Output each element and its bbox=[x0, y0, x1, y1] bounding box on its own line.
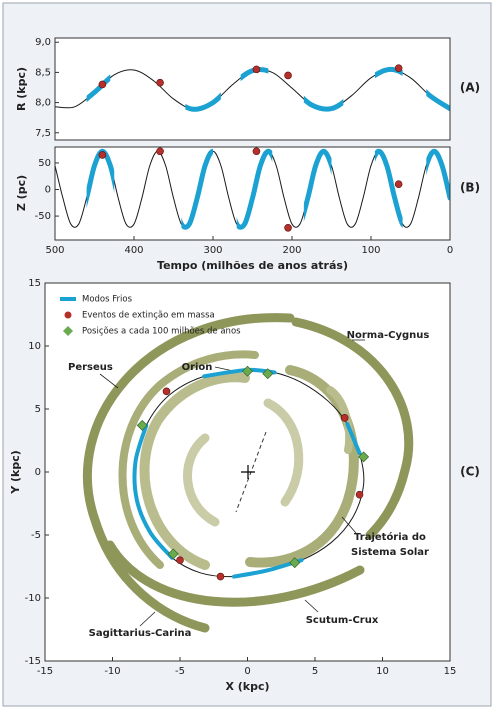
y-tick-label: 15 bbox=[28, 278, 41, 289]
extinction-event bbox=[284, 71, 292, 80]
y-tick-label: 0 bbox=[45, 185, 51, 196]
x-tick-label: -10 bbox=[104, 666, 120, 677]
y-tick-label: 8,0 bbox=[35, 98, 51, 109]
x-tick-label: 0 bbox=[244, 666, 250, 677]
y-tick-label: 5 bbox=[35, 404, 41, 415]
x-tick-label: 500 bbox=[45, 245, 64, 256]
extinction-event bbox=[216, 572, 225, 581]
y-tick-label: 8,5 bbox=[35, 67, 51, 78]
annotation: Sagittarius-Carina bbox=[89, 628, 192, 639]
plot-frame bbox=[54, 37, 451, 141]
x-tick-label: 200 bbox=[282, 245, 301, 256]
extinction-event bbox=[340, 414, 349, 422]
x-tick-label: 15 bbox=[444, 666, 457, 677]
extinction-event bbox=[394, 64, 403, 72]
cold-mode-segment bbox=[374, 148, 403, 229]
extinction-event bbox=[284, 223, 292, 232]
cold-mode-segment bbox=[374, 66, 403, 79]
panel-label: (A) bbox=[460, 81, 480, 95]
plot-area bbox=[54, 37, 451, 141]
cold-mode-segment bbox=[236, 148, 273, 230]
legend-label: Posições a cada 100 milhões de anos bbox=[82, 327, 241, 337]
extinction-event bbox=[176, 556, 184, 565]
extinction-event bbox=[355, 490, 364, 499]
plot-frame bbox=[54, 146, 451, 241]
annotation: Trajetória do bbox=[354, 531, 426, 543]
x-tick-label: 5 bbox=[312, 666, 318, 677]
position-marker bbox=[136, 419, 148, 431]
x-axis-label: X (kpc) bbox=[225, 680, 269, 693]
y-axis-label: Y (kpc) bbox=[9, 450, 22, 495]
y-tick-label: -5 bbox=[31, 530, 41, 541]
legend-swatch bbox=[60, 297, 76, 301]
annotation: Norma-Cygnus bbox=[347, 330, 430, 341]
x-tick-label: 0 bbox=[447, 245, 453, 256]
x-tick-label: 100 bbox=[361, 245, 380, 256]
extinction-event bbox=[156, 147, 164, 156]
legend-label: Eventos de extinção em massa bbox=[82, 311, 215, 321]
cold-mode-segment bbox=[240, 67, 269, 82]
x-tick-label: 400 bbox=[124, 245, 143, 256]
y-tick-label: -10 bbox=[25, 593, 41, 604]
position-marker bbox=[167, 548, 179, 560]
y-tick-label: 7,5 bbox=[35, 128, 51, 139]
galactic-center bbox=[241, 465, 255, 479]
legend-label: Modos Frios bbox=[82, 295, 133, 305]
y-axis-label: Z (pc) bbox=[15, 175, 28, 211]
extinction-event bbox=[394, 180, 403, 188]
cold-mode-segment bbox=[132, 423, 174, 560]
annotation: Perseus bbox=[68, 362, 113, 373]
annotation: Sistema Solar bbox=[351, 547, 429, 558]
panel-label: (B) bbox=[460, 181, 480, 195]
x-tick-label: 10 bbox=[376, 666, 389, 677]
annotation: Scutum-Crux bbox=[306, 615, 379, 626]
y-tick-label: 9,0 bbox=[35, 37, 51, 48]
extinction-event bbox=[252, 147, 261, 156]
x-tick-label: -5 bbox=[175, 666, 185, 677]
extinction-event bbox=[98, 80, 107, 89]
x-tick-label: 300 bbox=[203, 245, 222, 256]
extinction-event bbox=[252, 65, 261, 74]
panel-label: (C) bbox=[460, 465, 480, 479]
x-axis-label: Tempo (milhões de anos atrás) bbox=[157, 259, 348, 272]
position-marker bbox=[358, 451, 370, 463]
position-marker bbox=[289, 557, 301, 569]
extinction-event bbox=[156, 78, 164, 87]
x-tick-label: -15 bbox=[37, 666, 53, 677]
legend-swatch bbox=[63, 326, 73, 336]
leader-lines bbox=[99, 339, 365, 627]
position-marker bbox=[262, 368, 274, 380]
cold-mode-segment bbox=[345, 422, 362, 456]
annotation: Orion bbox=[182, 362, 213, 373]
y-axis-label: R (kpc) bbox=[15, 67, 28, 111]
position-marker bbox=[242, 365, 253, 377]
y-tick-label: -50 bbox=[35, 211, 51, 222]
y-tick-label: -15 bbox=[25, 656, 41, 667]
extinction-event bbox=[98, 151, 107, 159]
legend-swatch bbox=[64, 311, 72, 319]
y-tick-label: 10 bbox=[28, 341, 41, 352]
y-tick-label: 50 bbox=[38, 158, 51, 169]
spiral-arms bbox=[82, 313, 414, 633]
extinction-event bbox=[162, 387, 171, 396]
y-tick-label: 0 bbox=[35, 467, 41, 478]
